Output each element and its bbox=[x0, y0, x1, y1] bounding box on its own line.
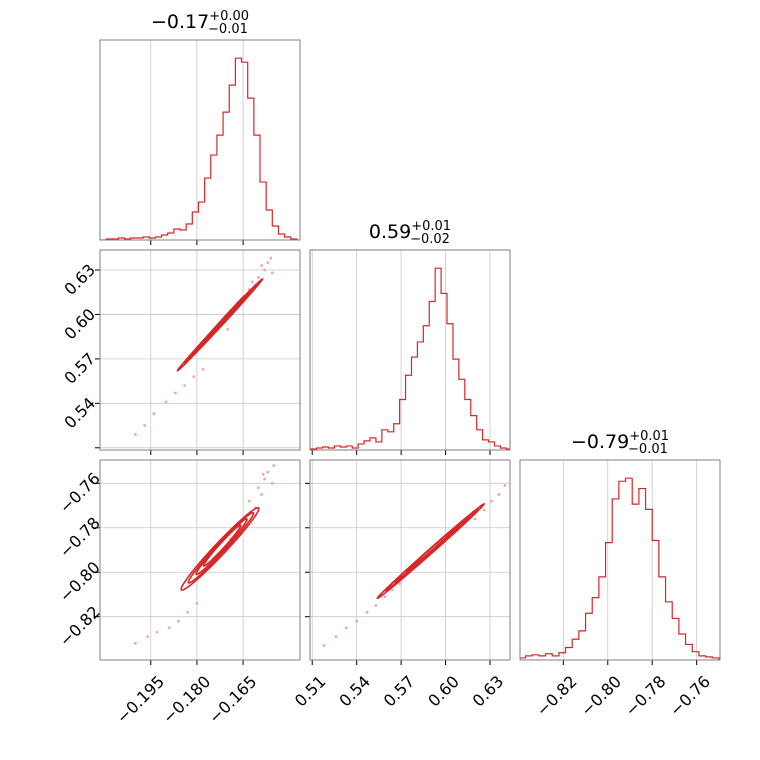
pair-p1-p3-contour-3 bbox=[202, 524, 242, 567]
hist-step-p2 bbox=[310, 267, 510, 450]
hist-step-p3 bbox=[520, 477, 720, 660]
pair-p2-p3-point-7 bbox=[390, 588, 394, 592]
pair-p1-p3-point-1 bbox=[146, 635, 150, 639]
pair-p2-p3-point-0 bbox=[322, 644, 326, 647]
pair-p2-p3-point-13 bbox=[503, 484, 507, 487]
pair-p2-p3-xtick-label-1: 0.54 bbox=[335, 672, 374, 711]
title-minus-p2: −0.02 bbox=[410, 232, 450, 247]
title-minus-p3: −0.01 bbox=[628, 442, 668, 457]
pair-p1-p3-ytick-label-0: −0.82 bbox=[56, 602, 104, 650]
pair-p2-p3-xtick-label-4: 0.63 bbox=[469, 672, 508, 711]
pair-p1-p3-ytick-label-3: −0.76 bbox=[56, 469, 104, 517]
pair-p2-p3-point-10 bbox=[482, 508, 486, 512]
pair-p1-p3-point-2 bbox=[155, 630, 159, 634]
hist-panel-p1: −0.17+0.00 −0.01 bbox=[99, 9, 301, 245]
pair-p1-p2-panel: 0.54 0.57 0.60 0.63 bbox=[60, 249, 301, 455]
pair-p1-p2-ytick-label-0: 0.54 bbox=[60, 394, 99, 433]
pair-p1-p3-contour-0 bbox=[180, 506, 260, 591]
title-median-p2: 0.59 bbox=[369, 221, 411, 243]
pair-p2-p3-panel: 0.51 0.54 0.57 0.60 0.63 bbox=[291, 459, 511, 711]
pair-p1-p2-point-4 bbox=[173, 391, 177, 395]
pair-p1-p3-xtick-label-0: −0.195 bbox=[113, 672, 168, 727]
hist-frame-p3 bbox=[519, 459, 721, 661]
pair-p1-p2-ytick-label-1: 0.57 bbox=[60, 349, 99, 388]
pair-p1-p2-point-15 bbox=[250, 280, 254, 284]
pair-p1-p2-point-17 bbox=[270, 271, 274, 275]
pair-p1-p2-point-0 bbox=[133, 433, 137, 436]
pair-p1-p2-point-2 bbox=[152, 412, 156, 416]
pair-p1-p3-point-6 bbox=[195, 601, 199, 605]
pair-p1-p2-point-6 bbox=[192, 375, 196, 379]
pair-p2-p3-xtick-label-2: 0.57 bbox=[380, 672, 419, 711]
pair-p1-p3-point-12 bbox=[272, 464, 276, 467]
pair-p1-p2-frame bbox=[99, 249, 301, 451]
pair-p2-p3-point-9 bbox=[473, 517, 477, 521]
pair-p1-p2-point-13 bbox=[266, 261, 270, 264]
pair-p1-p3-point-8 bbox=[247, 499, 251, 503]
pair-p1-p2-point-5 bbox=[183, 384, 187, 387]
hist-p3-xtick-label-2: −0.78 bbox=[621, 672, 669, 720]
pair-p1-p3-point-11 bbox=[266, 470, 270, 474]
pair-p1-p3-xtick-label-1: −0.180 bbox=[159, 672, 214, 727]
hist-p3-xtick-label-0: −0.82 bbox=[533, 672, 581, 720]
pair-p2-p3-xtick-label-0: 0.51 bbox=[291, 672, 330, 711]
pair-p2-p3-point-3 bbox=[355, 619, 359, 623]
title-plus-p3: +0.01 bbox=[629, 429, 669, 444]
pair-p1-p2-point-3 bbox=[164, 400, 168, 404]
pair-p1-p3-point-16 bbox=[261, 473, 265, 476]
pair-p2-p3-contour-3 bbox=[405, 523, 461, 573]
pair-p1-p3-point-13 bbox=[260, 493, 263, 496]
title-median-p1: −0.17 bbox=[151, 11, 209, 33]
pair-p1-p2-point-8 bbox=[226, 327, 230, 331]
pair-p2-p3-point-5 bbox=[374, 604, 378, 607]
pair-p2-p3-xtick-label-3: 0.60 bbox=[424, 672, 463, 711]
hist-p3-xtick-label-1: −0.80 bbox=[577, 672, 625, 720]
pair-p1-p2-ytick-label-3: 0.63 bbox=[60, 260, 99, 299]
pair-p1-p3-point-9 bbox=[257, 486, 260, 490]
pair-p1-p3-point-5 bbox=[186, 610, 190, 614]
title-minus-p1: −0.01 bbox=[208, 22, 248, 37]
title-plus-p2: +0.01 bbox=[411, 219, 451, 234]
pair-p1-p3-ytick-label-2: −0.78 bbox=[56, 513, 104, 561]
pair-p1-p3-frame bbox=[99, 459, 301, 661]
hist-p3-xtick-label-3: −0.76 bbox=[666, 672, 714, 720]
pair-p2-p3-point-4 bbox=[365, 610, 369, 614]
pair-p1-p2-point-1 bbox=[143, 424, 147, 427]
pair-p1-p2-ytick-label-2: 0.60 bbox=[60, 305, 99, 344]
pair-p1-p3-point-15 bbox=[270, 481, 274, 485]
pair-p1-p2-contour-3 bbox=[198, 294, 246, 347]
hist-panel-p3: −0.82−0.80−0.78−0.76 −0.79+0.01 −0.01 bbox=[519, 429, 721, 720]
title-median-p3: −0.79 bbox=[571, 431, 629, 453]
pair-p1-p3-point-10 bbox=[263, 477, 267, 481]
pair-p1-p3-xtick-label-2: −0.165 bbox=[205, 672, 260, 727]
pair-p2-p3-point-2 bbox=[344, 626, 348, 630]
pair-p1-p3-ytick-label-1: −0.80 bbox=[56, 558, 104, 606]
pair-p1-p3-panel: −0.195−0.180−0.165 −0.82−0.80−0.78−0.76 bbox=[56, 459, 301, 727]
hist-frame-p2 bbox=[309, 249, 511, 451]
pair-p1-p3-point-0 bbox=[133, 641, 137, 645]
pair-p2-p3-point-1 bbox=[334, 635, 338, 639]
pair-p2-p3-point-6 bbox=[383, 595, 387, 599]
hist-step-p1 bbox=[100, 57, 298, 240]
title-p1: −0.17+0.00 −0.01 bbox=[151, 9, 249, 37]
pair-p2-p3-point-12 bbox=[497, 493, 501, 496]
pair-p1-p2-point-7 bbox=[201, 367, 205, 371]
title-plus-p1: +0.00 bbox=[209, 9, 249, 24]
pair-p1-p3-point-3 bbox=[167, 626, 171, 630]
pair-p1-p2-point-16 bbox=[269, 256, 273, 260]
pair-p2-p3-point-11 bbox=[490, 499, 493, 503]
pair-p1-p2-point-12 bbox=[263, 268, 267, 272]
hist-panel-p2: 0.59+0.01 −0.02 bbox=[309, 219, 511, 455]
pair-p2-p3-frame bbox=[309, 459, 511, 661]
pair-p1-p2-point-14 bbox=[260, 264, 263, 267]
pair-p1-p2-point-11 bbox=[257, 276, 260, 279]
pair-p1-p3-point-4 bbox=[177, 619, 180, 623]
title-p2: 0.59+0.01 −0.02 bbox=[369, 219, 451, 247]
title-p3: −0.79+0.01 −0.01 bbox=[571, 429, 669, 457]
hist-frame-p1 bbox=[99, 39, 301, 241]
